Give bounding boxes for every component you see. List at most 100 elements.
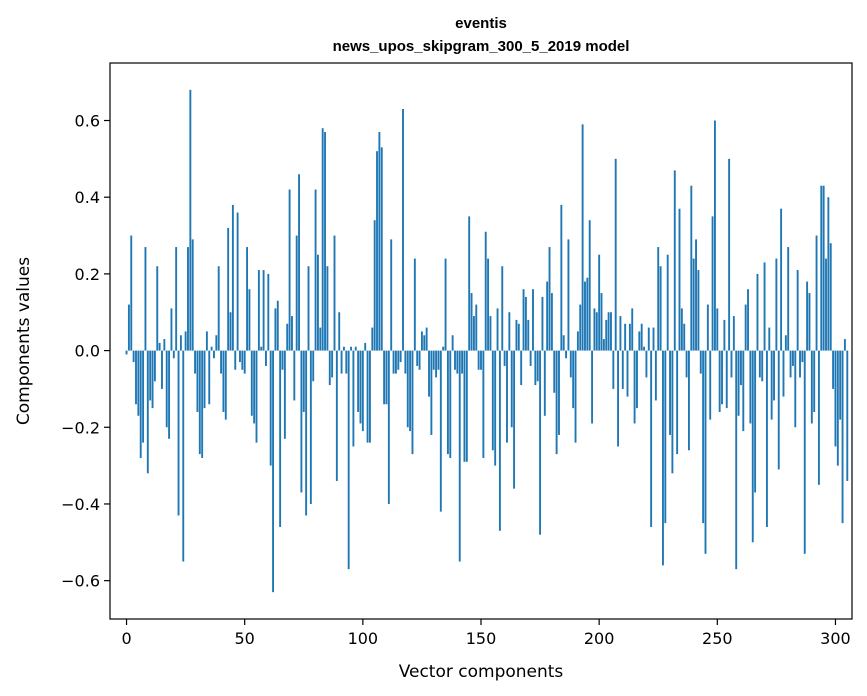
bar [394, 350, 397, 374]
y-tick-label: −0.2 [61, 418, 100, 437]
bar [636, 350, 638, 409]
bar [579, 304, 582, 351]
bar [789, 350, 792, 378]
bar [458, 350, 461, 562]
bar [513, 350, 516, 489]
bar [139, 350, 142, 458]
bar [817, 350, 820, 485]
bar [437, 350, 440, 370]
bar [432, 350, 435, 370]
bar [619, 316, 622, 351]
bar [335, 350, 338, 481]
bar [827, 197, 830, 351]
bar [600, 293, 603, 351]
bar [791, 350, 794, 366]
bar [307, 266, 310, 351]
bar [510, 350, 513, 428]
bar [721, 350, 723, 405]
bar [829, 243, 832, 351]
y-tick-label: 0.6 [75, 112, 100, 131]
y-tick-label: 0.0 [75, 342, 100, 361]
bar [825, 258, 827, 351]
bar [541, 296, 544, 351]
bar [657, 247, 660, 351]
bar [359, 350, 362, 424]
bar [506, 350, 508, 443]
bar [548, 247, 551, 351]
bar [376, 151, 378, 351]
bar [480, 350, 482, 370]
bar [397, 350, 400, 370]
bar [222, 350, 225, 412]
bar [413, 258, 416, 351]
bar [688, 350, 690, 451]
bar [758, 350, 761, 378]
bar [744, 304, 747, 351]
bar [420, 331, 423, 351]
bar [229, 312, 232, 351]
bar [402, 109, 404, 351]
bar [621, 350, 624, 389]
bar [324, 132, 326, 351]
bar [179, 335, 182, 351]
bar [269, 350, 272, 466]
bar [617, 350, 619, 447]
bar [243, 350, 246, 374]
bar [203, 350, 206, 409]
bar [328, 350, 331, 386]
x-tick-label: 250 [702, 629, 733, 648]
bar [527, 319, 530, 351]
bar [671, 350, 674, 474]
bar [191, 239, 194, 351]
bar [782, 350, 785, 397]
bar [747, 289, 749, 351]
bar [215, 335, 218, 351]
x-tick-label: 300 [820, 629, 851, 648]
bar [796, 270, 799, 351]
bar [305, 350, 308, 516]
x-axis-ticks: 0 50 100 150 200 250 300 [121, 619, 851, 648]
chart-subtitle: news_upos_skipgram_300_5_2019 model [333, 38, 630, 55]
bar [142, 350, 145, 443]
bar [806, 281, 809, 351]
bar [165, 350, 168, 428]
bar [317, 254, 319, 351]
bar [239, 350, 241, 363]
bar [168, 350, 171, 439]
bar [659, 266, 662, 351]
bar [756, 273, 759, 351]
bar [690, 185, 693, 351]
bar [262, 270, 265, 351]
y-tick-label: 0.4 [75, 188, 100, 207]
bar [697, 270, 700, 351]
bar [354, 346, 357, 351]
bar [383, 350, 386, 405]
x-axis-label: Vector components [399, 662, 564, 682]
bar [841, 350, 844, 524]
bar [560, 204, 563, 351]
bar [550, 293, 553, 351]
bar [333, 235, 336, 351]
bar [673, 170, 676, 351]
bar [352, 350, 355, 447]
bar [283, 350, 286, 439]
bar [390, 239, 393, 351]
bar [286, 323, 289, 351]
bar [227, 227, 230, 351]
bar [234, 350, 237, 370]
bar [472, 316, 475, 351]
bar [739, 350, 742, 386]
bar [156, 266, 159, 351]
bar [241, 350, 244, 370]
bar [288, 189, 291, 351]
bar [368, 350, 371, 443]
bar [723, 319, 726, 351]
bar [175, 247, 178, 351]
bar [810, 350, 813, 424]
bar [534, 350, 537, 386]
y-tick-label: −0.6 [61, 572, 100, 591]
bar [265, 350, 267, 366]
bar [832, 350, 835, 389]
bar [501, 266, 504, 351]
